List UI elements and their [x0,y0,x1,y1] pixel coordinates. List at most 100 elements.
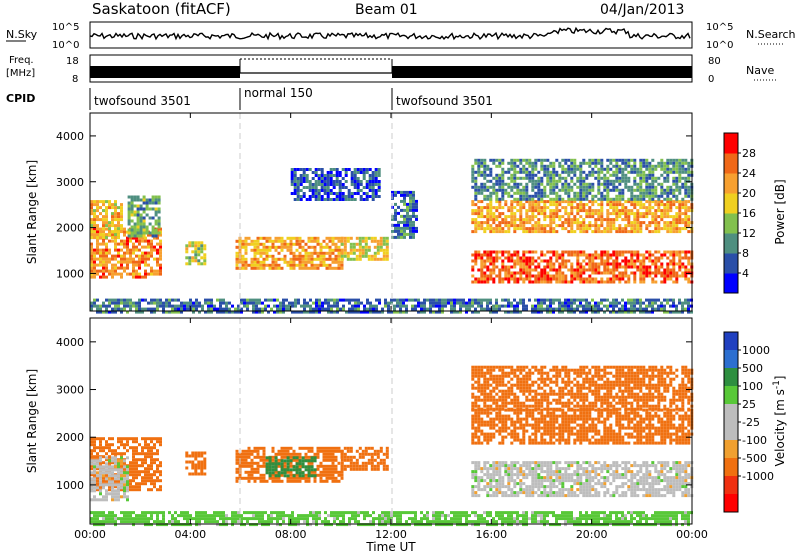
data-cell [219,304,222,308]
data-cell [687,170,691,174]
data-cell [295,473,299,477]
data-cell [141,245,144,249]
data-cell [495,259,499,263]
data-cell [510,167,514,171]
data-cell [117,492,120,496]
data-cell [564,259,568,263]
data-cell [324,301,327,305]
data-cell [648,212,652,216]
data-cell [102,254,105,258]
data-cell [274,459,278,463]
data-cell [534,227,538,231]
data-cell [531,268,535,272]
data-cell [510,310,513,314]
data-cell [471,488,475,492]
data-cell [582,185,586,189]
data-cell [660,215,664,219]
data-cell [299,189,303,192]
data-cell [510,173,514,177]
data-cell [286,452,290,456]
data-cell [412,205,415,209]
data-cell [316,251,320,255]
data-cell [684,224,688,228]
data-cell [358,242,362,246]
data-cell [259,476,263,480]
data-cell [335,174,339,177]
data-cell [192,310,195,314]
data-cell [377,168,381,171]
data-cell [219,301,222,305]
data-cell [154,222,158,226]
data-cell [492,268,496,272]
data-cell [210,298,213,302]
data-cell [639,191,643,195]
data-cell [331,257,335,261]
data-cell [138,263,141,267]
data-cell [307,236,311,240]
data-cell [540,209,544,213]
data-cell [96,452,99,456]
data-cell [486,298,489,302]
data-cell [298,479,302,483]
data-cell [678,206,682,210]
data-cell [675,200,679,204]
data-cell [525,176,529,180]
data-cell [256,476,260,480]
data-cell [489,173,493,177]
data-cell [465,304,468,308]
data-cell [525,185,529,189]
data-cell [549,221,553,225]
data-cell [651,212,655,216]
data-cell [367,236,371,240]
data-cell [660,227,664,231]
data-cell [363,307,366,311]
data-cell [597,218,601,222]
data-cell [501,173,505,177]
data-cell [159,233,162,237]
data-cell [274,476,278,480]
data-cell [594,256,598,260]
data-cell [615,179,619,183]
data-cell [552,262,556,266]
data-cell [351,310,354,314]
data-cell [522,203,526,207]
data-cell [189,298,192,302]
data-cell [519,176,523,180]
data-cell [654,268,658,272]
data-cell [507,310,510,314]
data-cell [666,191,670,195]
data-cell [117,498,120,502]
data-cell [567,158,571,162]
data-cell [621,230,625,234]
data-cell [471,203,475,207]
data-cell [567,170,571,174]
data-cell [414,307,417,311]
data-cell [573,274,577,278]
data-cell [642,265,646,269]
data-cell [253,446,257,450]
data-cell [498,224,502,228]
data-cell [522,277,526,281]
data-cell [96,224,99,228]
data-cell [489,194,493,198]
data-cell [471,167,475,171]
data-cell [564,212,568,216]
data-cell [108,227,111,231]
data-cell [576,185,580,189]
data-cell [651,221,655,225]
data-cell [311,195,315,198]
data-cell [687,259,691,263]
data-cell [277,474,281,478]
data-cell [579,280,583,284]
data-cell [498,161,502,165]
data-cell [510,256,514,260]
data-cell [322,455,326,459]
data-cell [394,235,397,239]
data-cell [645,268,649,272]
data-cell [93,462,96,466]
data-cell [356,171,360,174]
data-cell [600,167,604,171]
data-cell [96,465,99,469]
data-cell [576,176,580,180]
data-cell [384,301,387,305]
